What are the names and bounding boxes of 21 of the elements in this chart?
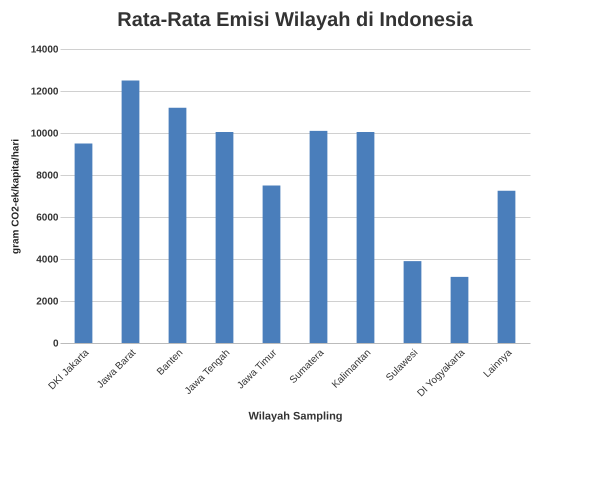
chart-title: Rata-Rata Emisi Wilayah di Indonesia: [117, 9, 474, 31]
bar: [262, 186, 280, 343]
bar: [216, 132, 234, 343]
bar: [356, 132, 374, 343]
y-tick-label: 14000: [30, 44, 59, 56]
y-tick-label: 6000: [36, 212, 59, 224]
x-axis-title: Wilayah Sampling: [248, 410, 343, 423]
y-axis-title: gram CO2-ek/kapita/hari: [10, 138, 22, 254]
y-tick-label: 2000: [36, 296, 59, 308]
bar: [310, 130, 328, 343]
bar: [450, 276, 468, 343]
bar: [498, 190, 516, 343]
y-tick-label: 12000: [30, 86, 59, 98]
y-tick-label: 0: [52, 338, 59, 350]
y-tick-label: 10000: [30, 128, 59, 140]
bar: [74, 144, 92, 343]
bar: [404, 261, 422, 343]
y-tick-label: 8000: [36, 170, 59, 182]
bar: [168, 108, 186, 343]
y-tick-label: 4000: [36, 254, 59, 266]
bar: [122, 80, 140, 343]
